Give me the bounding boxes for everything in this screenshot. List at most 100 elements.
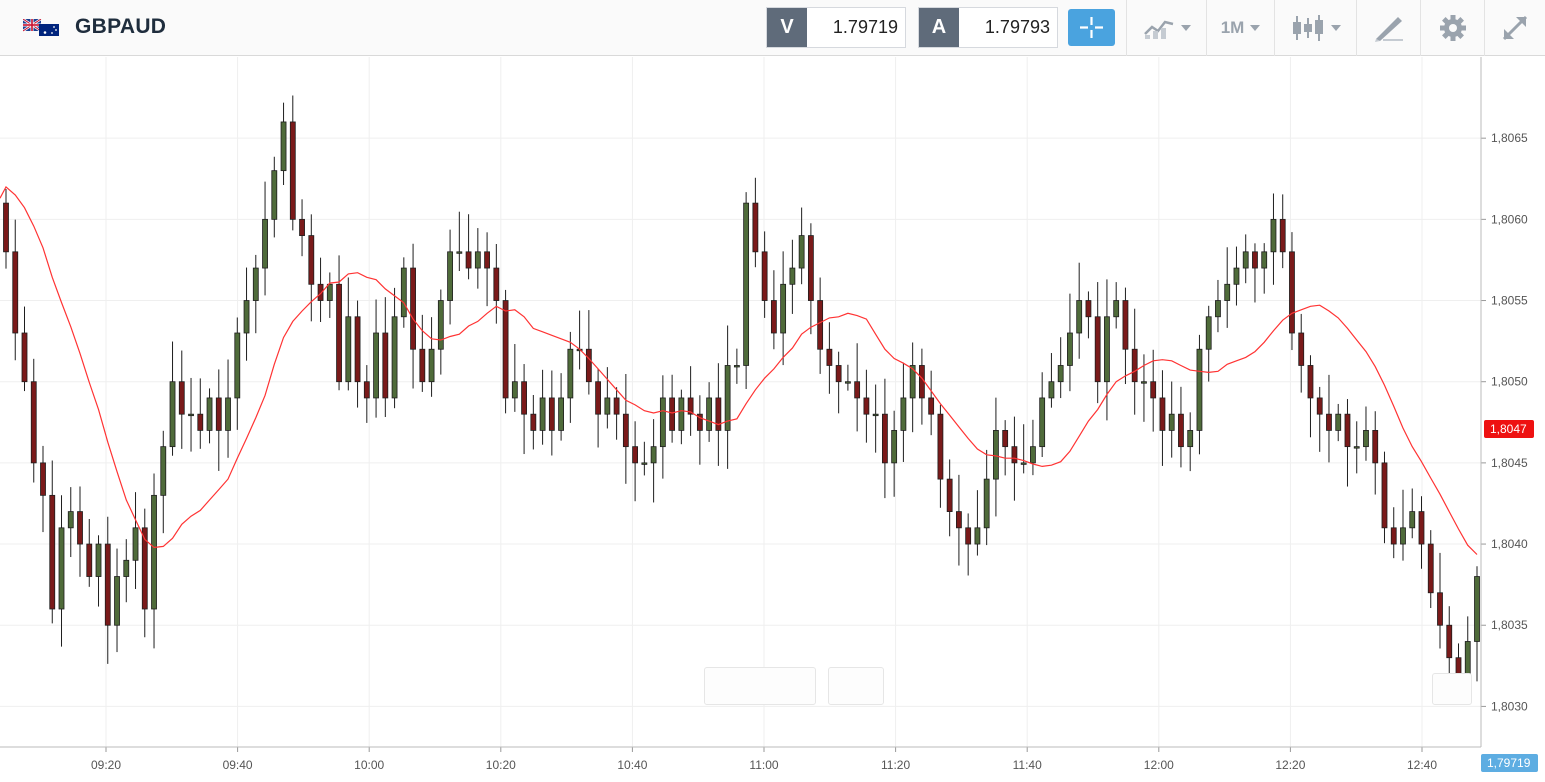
candle-up [780, 283, 787, 334]
scroll-to-latest-button[interactable] [1432, 673, 1472, 705]
chart-type-icon [1143, 20, 1173, 39]
candle-up [1187, 430, 1194, 448]
candle-up [188, 413, 194, 417]
candle-up [641, 462, 648, 465]
candle-down [30, 381, 37, 464]
gear-icon [1439, 15, 1466, 41]
candle-down [1307, 365, 1314, 399]
sell-quote-button[interactable]: V 1.79719 [766, 7, 906, 48]
candle-up [262, 218, 268, 269]
candle-up [58, 527, 65, 610]
candle-up [428, 348, 435, 383]
candle-up [891, 430, 898, 464]
candle-up [733, 365, 740, 368]
candle-down [363, 381, 370, 399]
candle-up [650, 446, 657, 464]
candle-up [1474, 576, 1480, 642]
candle-down [1298, 332, 1305, 366]
candle-up [1242, 251, 1249, 269]
candle-down [613, 397, 620, 415]
candle-up [1196, 348, 1203, 431]
candle-up [1224, 283, 1231, 301]
candle-up [1464, 641, 1471, 675]
candle-up [798, 235, 805, 269]
y-tick-label: 1,8050 [1491, 375, 1528, 389]
candle-up [1400, 527, 1406, 545]
candle-up [1215, 300, 1221, 318]
candle-up [373, 332, 379, 399]
chart-type-button[interactable] [1126, 0, 1206, 56]
candle-down [946, 478, 953, 512]
toolbar: GBPAUD V 1.79719 A 1.79793 1M [0, 0, 1545, 56]
candle-down [3, 202, 9, 253]
timeframe-dropdown[interactable]: 1M [1206, 0, 1274, 56]
candle-up [1409, 511, 1416, 529]
candle-style-button[interactable] [1274, 0, 1356, 56]
candle-down [141, 527, 148, 610]
candle-down [1289, 251, 1295, 334]
candle-up [252, 267, 259, 301]
candle-down [919, 365, 925, 399]
candle-down [1316, 397, 1323, 415]
y-tick-label: 1,8035 [1491, 618, 1528, 632]
candle-down [595, 381, 602, 415]
candle-down [752, 202, 759, 253]
candle-up [900, 397, 907, 431]
candle-up [225, 397, 231, 431]
candle-up [1168, 413, 1175, 431]
candle-up [151, 494, 157, 610]
candle-up [724, 365, 731, 431]
candle-down [1085, 300, 1092, 318]
candle-up [1076, 300, 1083, 334]
fullscreen-button[interactable] [1484, 0, 1545, 56]
candle-down [1344, 413, 1351, 448]
y-tick-label: 1,8045 [1491, 456, 1528, 470]
candle-up [1261, 251, 1268, 269]
candle-up [1048, 381, 1055, 399]
candle-up [1104, 316, 1110, 383]
candle-up [169, 381, 176, 448]
candle-down [1418, 511, 1425, 545]
candle-down [965, 527, 972, 545]
candle-down [21, 332, 28, 383]
candle-up [844, 381, 851, 384]
x-tick-label: 11:00 [749, 758, 778, 772]
candle-up [1141, 381, 1147, 384]
candle-up [1057, 365, 1064, 383]
candle-down [826, 348, 833, 366]
candle-down [863, 397, 870, 415]
candle-down [530, 413, 537, 431]
candle-up [743, 202, 750, 366]
candle-up [872, 413, 879, 417]
price-chart[interactable]: 1,8065 1,8060 1,8055 1,8050 1,8045 1,8040 1,80… [0, 57, 1545, 782]
candle-down [49, 494, 56, 610]
zoom-controls[interactable] [704, 667, 816, 705]
candle-down [937, 413, 944, 480]
candle-down [1446, 624, 1453, 659]
candle-down [669, 397, 676, 431]
candlestick-icon [1292, 15, 1323, 41]
candle-up [974, 527, 981, 545]
candle-up [234, 332, 241, 399]
timeframe-label: 1M [1220, 18, 1245, 37]
settings-button[interactable] [1420, 0, 1484, 56]
candle-up [123, 559, 130, 577]
candle-down [1390, 527, 1397, 545]
drawing-tools-button[interactable] [1356, 0, 1420, 56]
reset-zoom-button[interactable] [828, 667, 884, 705]
symbol-title: GBPAUD [75, 15, 167, 38]
crosshair-button[interactable] [1068, 9, 1115, 46]
buy-quote-button[interactable]: A 1.79793 [918, 7, 1058, 48]
candle-up [474, 251, 481, 269]
chevron-down-icon [1180, 25, 1191, 31]
candle-down [484, 251, 490, 269]
candle-up [1353, 446, 1360, 449]
candle-up [1067, 332, 1073, 366]
y-tick-label: 1,8055 [1491, 294, 1528, 308]
candle-up [993, 430, 999, 480]
x-tick-label: 12:20 [1275, 758, 1305, 772]
candle-up [706, 397, 713, 431]
candle-down [956, 511, 962, 529]
candle-down [354, 316, 361, 383]
candle-down [770, 300, 777, 334]
